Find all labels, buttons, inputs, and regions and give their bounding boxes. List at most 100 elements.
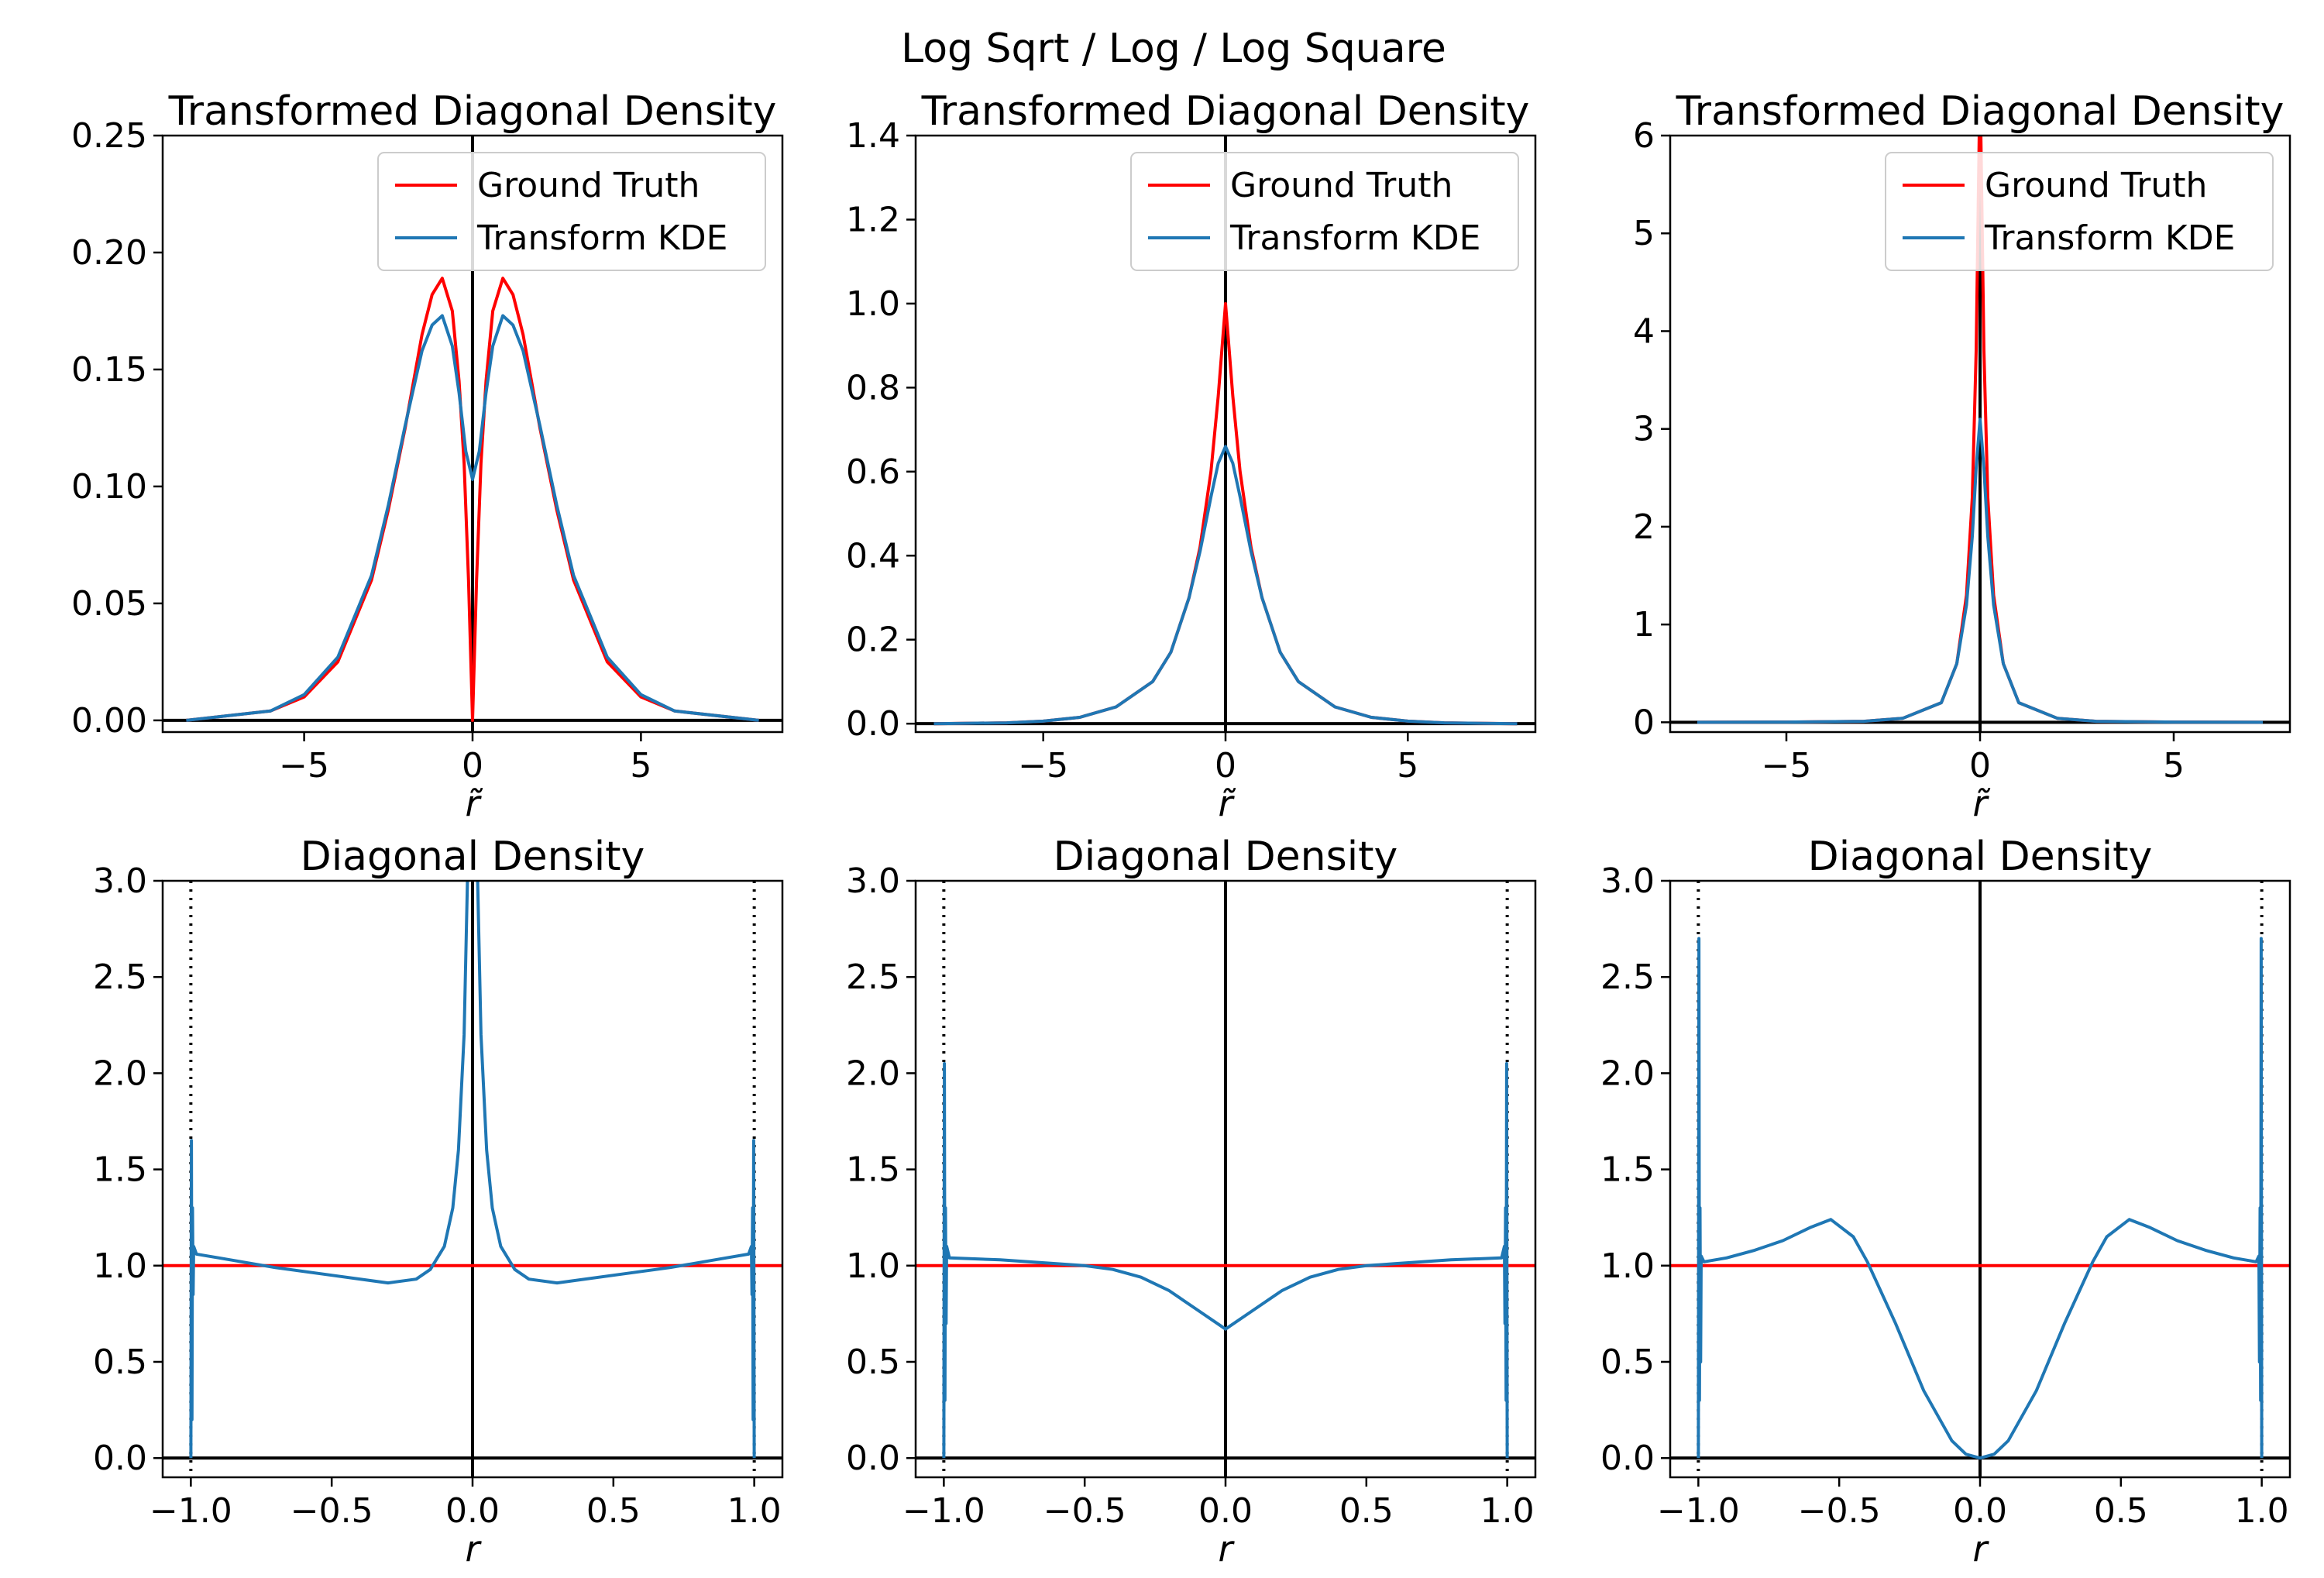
legend-label: Ground Truth: [1230, 166, 1452, 205]
legend-box: [1885, 152, 2274, 271]
x-axis-label: r: [466, 1528, 483, 1569]
y-tick-label: 0.20: [71, 233, 147, 273]
x-tick-label: 0.0: [1953, 1491, 2007, 1531]
y-tick-label: 0: [1633, 703, 1655, 742]
plot-title: Diagonal Density: [1808, 834, 2153, 880]
y-tick-label: 1.2: [846, 200, 900, 239]
y-tick-label: 3: [1633, 410, 1655, 449]
y-tick-label: 1.4: [846, 116, 900, 156]
y-tick-label: 0.5: [1600, 1343, 1655, 1382]
y-tick-label: 0.05: [71, 584, 147, 624]
transform-kde-line: [933, 445, 1518, 726]
y-tick-label: 0.8: [846, 368, 900, 407]
x-tick-label: −1.0: [150, 1491, 232, 1531]
y-tick-label: 0.0: [93, 1439, 147, 1478]
legend-label: Ground Truth: [477, 166, 700, 205]
x-tick-label: −1.0: [1657, 1491, 1740, 1531]
plot-area: [916, 881, 1535, 1477]
y-tick-label: 4: [1633, 311, 1655, 351]
x-tick-label: 5: [2163, 746, 2185, 786]
y-tick-label: 1.0: [93, 1246, 147, 1286]
y-tick-label: 2: [1633, 507, 1655, 547]
x-tick-label: 0.0: [1198, 1491, 1253, 1531]
plot-title: Transformed Diagonal Density: [168, 88, 777, 135]
x-tick-label: −5: [1018, 746, 1068, 786]
x-tick-label: 1.0: [727, 1491, 782, 1531]
subplot-4: Diagonal Density −1.0 −0.5 0.0 0.5 1.0 0.0 0.5 1…: [93, 834, 784, 1569]
x-tick-label: 1.0: [2235, 1491, 2289, 1531]
x-axis-label: r̃: [1973, 782, 1991, 824]
y-tick-label: 2.5: [93, 957, 147, 997]
y-tick-label: 1: [1633, 605, 1655, 645]
legend-label: Transform KDE: [1984, 218, 2235, 258]
transform-kde-line: [186, 314, 759, 722]
y-tick-label: 0.0: [846, 704, 900, 744]
y-tick-label: 0.2: [846, 621, 900, 660]
y-tick-label: 6: [1633, 116, 1655, 156]
x-axis-label: r̃: [1219, 782, 1236, 824]
subplot-2: Transformed Diagonal Density −5 0 5 0.0 0.2 0.…: [846, 88, 1537, 824]
x-tick-label: −5: [279, 746, 329, 786]
x-tick-label: −0.5: [1043, 1491, 1126, 1531]
x-tick-label: 5: [630, 746, 651, 786]
y-tick-label: 1.0: [846, 1246, 900, 1286]
legend: Ground Truth Transform KDE: [377, 152, 766, 271]
y-tick-label: 1.0: [1600, 1246, 1655, 1286]
x-tick-label: 0: [1969, 746, 1991, 786]
y-tick-label: 2.0: [93, 1054, 147, 1093]
y-tick-label: 2.5: [1600, 957, 1655, 997]
legend-box: [1130, 152, 1519, 271]
y-tick-label: 0.15: [71, 350, 147, 390]
x-tick-label: −0.5: [1798, 1491, 1881, 1531]
x-axis-label: r: [1973, 1528, 1990, 1569]
y-tick-label: 1.0: [846, 284, 900, 324]
y-tick-label: 3.0: [1600, 861, 1655, 901]
legend-box: [377, 152, 766, 271]
subplot-6: Diagonal Density −1.0 −0.5 0.0 0.5 1.0 0.0 0.5 1…: [1600, 834, 2291, 1569]
y-tick-label: 3.0: [846, 861, 900, 901]
plot-title: Diagonal Density: [1054, 834, 1398, 880]
x-tick-label: 0: [1215, 746, 1236, 786]
y-tick-label: 1.5: [93, 1150, 147, 1190]
y-tick-label: 1.5: [846, 1150, 900, 1190]
x-tick-label: 5: [1397, 746, 1418, 786]
x-tick-label: 0: [462, 746, 483, 786]
plot-area: [163, 881, 782, 1477]
y-tick-label: 0.5: [846, 1343, 900, 1382]
plot-title: Transformed Diagonal Density: [1676, 88, 2284, 135]
transform-kde-line: [1697, 937, 2264, 1460]
y-tick-label: 0.0: [1600, 1439, 1655, 1478]
plot-title: Diagonal Density: [301, 834, 645, 880]
transform-kde-line: [1697, 418, 2264, 724]
plot-title: Transformed Diagonal Density: [921, 88, 1530, 135]
y-tick-label: 2.0: [1600, 1054, 1655, 1093]
y-tick-label: 0.4: [846, 536, 900, 576]
y-tick-label: 0.6: [846, 452, 900, 492]
y-tick-label: 0.0: [846, 1439, 900, 1478]
x-tick-label: 0.5: [586, 1491, 641, 1531]
subplot-3: Transformed Diagonal Density −5 0 5 0 1 2 3 4 5 6 r…: [1633, 88, 2291, 824]
subplot-1: Transformed Diagonal Density −5 0 5 0.00 0.05…: [71, 88, 784, 824]
y-tick-label: 2.5: [846, 957, 900, 997]
subplot-5: Diagonal Density −1.0 −0.5 0.0 0.5 1.0 0.0 0.5 1…: [846, 834, 1537, 1569]
legend-label: Transform KDE: [476, 218, 727, 258]
transform-kde-line: [942, 1062, 1509, 1459]
y-tick-label: 0.25: [71, 116, 147, 156]
y-tick-label: 1.5: [1600, 1150, 1655, 1190]
x-tick-label: 0.0: [445, 1491, 500, 1531]
y-tick-label: 0.00: [71, 701, 147, 741]
x-tick-label: 0.5: [1339, 1491, 1394, 1531]
subplot-grid: Transformed Diagonal Density−5 0 50.000.05…: [71, 88, 2291, 1569]
x-axis-label: r̃: [466, 782, 483, 824]
x-tick-label: 0.5: [2094, 1491, 2148, 1531]
y-tick-label: 3.0: [93, 861, 147, 901]
x-tick-label: 1.0: [1480, 1491, 1535, 1531]
legend: Ground Truth Transform KDE: [1130, 152, 1519, 271]
legend-label: Ground Truth: [1985, 166, 2207, 205]
plot-area: [1670, 881, 2290, 1477]
legend-label: Transform KDE: [1229, 218, 1480, 258]
y-tick-label: 0.5: [93, 1343, 147, 1382]
y-tick-label: 2.0: [846, 1054, 900, 1093]
x-tick-label: −1.0: [902, 1491, 985, 1531]
